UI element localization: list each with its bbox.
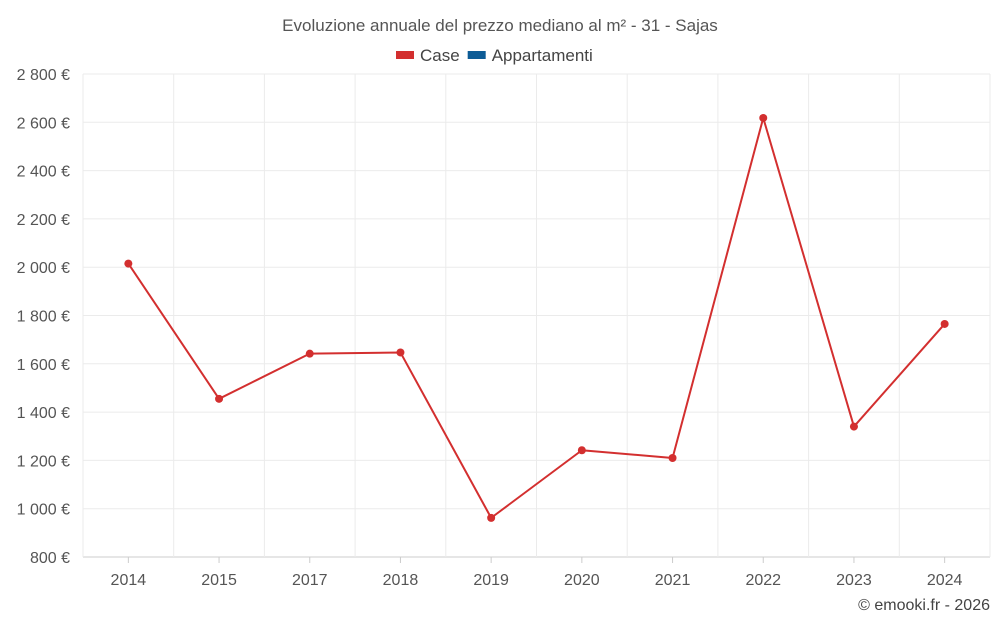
x-tick-label: 2024 xyxy=(927,572,963,589)
x-tick-label: 2018 xyxy=(383,572,419,589)
data-point[interactable] xyxy=(668,453,677,462)
data-point[interactable] xyxy=(215,394,224,403)
x-tick-label: 2015 xyxy=(201,572,237,589)
legend: Case Appartamenti xyxy=(396,46,593,65)
y-tick-label: 2 200 € xyxy=(17,212,70,229)
y-tick-label: 2 800 € xyxy=(17,67,70,84)
legend-label: Appartamenti xyxy=(492,46,593,65)
data-point[interactable] xyxy=(849,422,858,431)
y-tick-label: 1 000 € xyxy=(17,502,70,519)
x-axis: 2014 2015 2017 2018 2019 2020 2021 2022 2023 2024 xyxy=(111,557,963,589)
series-line-1 xyxy=(127,116,946,519)
y-tick-label: 2 600 € xyxy=(17,115,70,132)
x-tick-label: 2017 xyxy=(292,572,328,589)
data-point[interactable] xyxy=(577,446,586,455)
legend-swatch xyxy=(467,51,486,59)
data-point[interactable] xyxy=(305,349,314,358)
y-tick-label: 1 200 € xyxy=(17,453,70,470)
grid-lines xyxy=(82,73,991,558)
series-layer xyxy=(124,113,949,522)
legend-swatch xyxy=(396,51,414,59)
y-tick-label: 2 000 € xyxy=(17,260,70,277)
y-tick-label: 1 400 € xyxy=(17,405,70,422)
legend-item-2[interactable]: Appartamenti xyxy=(467,46,593,65)
data-point[interactable] xyxy=(124,259,133,268)
data-point[interactable] xyxy=(759,113,768,122)
chart-title: Evoluzione annuale del prezzo mediano al… xyxy=(282,16,718,35)
data-point[interactable] xyxy=(396,348,405,357)
data-point[interactable] xyxy=(487,513,496,522)
credit-text: © emooki.fr - 2026 xyxy=(858,597,990,614)
y-tick-label: 800 € xyxy=(30,550,70,567)
legend-item-1[interactable]: Case xyxy=(396,46,460,65)
legend-label: Case xyxy=(420,46,460,65)
x-tick-label: 2023 xyxy=(836,572,872,589)
y-tick-label: 1 800 € xyxy=(17,309,70,326)
x-tick-label: 2020 xyxy=(564,572,600,589)
data-point[interactable] xyxy=(940,319,949,328)
y-axis: 800 € 1 000 € 1 200 € 1 400 € 1 600 € 1 800 €… xyxy=(17,67,70,567)
y-tick-label: 2 400 € xyxy=(17,164,70,181)
y-tick-label: 1 600 € xyxy=(17,357,70,374)
x-tick-label: 2022 xyxy=(745,572,781,589)
x-tick-label: 2021 xyxy=(655,572,691,589)
x-tick-label: 2019 xyxy=(473,572,509,589)
x-tick-label: 2014 xyxy=(111,572,147,589)
